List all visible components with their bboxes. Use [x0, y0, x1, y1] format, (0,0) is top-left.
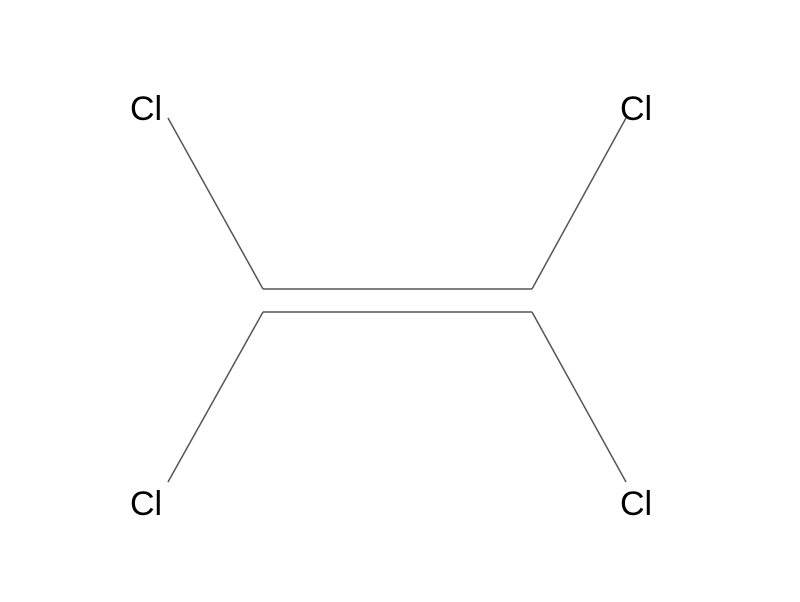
- bond-3: [532, 312, 626, 482]
- molecule-canvas: [0, 0, 800, 602]
- atom-label-cl4: Cl: [620, 485, 652, 524]
- atom-label-cl1: Cl: [130, 90, 162, 129]
- atom-label-cl3: Cl: [130, 485, 162, 524]
- bonds-group: [168, 118, 626, 482]
- atom-label-cl2: Cl: [620, 90, 652, 129]
- bond-0: [168, 118, 263, 289]
- bond-2: [532, 118, 626, 289]
- bond-1: [168, 312, 263, 482]
